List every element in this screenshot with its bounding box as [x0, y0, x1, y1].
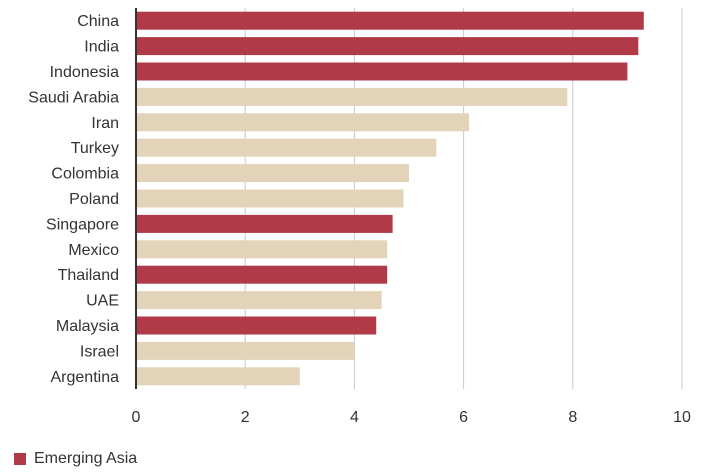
x-tick-label-0: 0 [132, 409, 141, 426]
category-label-china: China [77, 13, 119, 30]
category-label-thailand: Thailand [58, 267, 119, 284]
category-label-uae: UAE [86, 293, 119, 310]
bar-iran [136, 113, 470, 132]
bar-argentina [136, 367, 300, 386]
bar-israel [136, 341, 355, 360]
bar-saudi-arabia [136, 87, 568, 106]
legend-label-emerging-asia: Emerging Asia [34, 450, 138, 467]
x-tick-labels: 0 2 4 6 8 10 [132, 409, 691, 426]
bar-turkey [136, 138, 437, 157]
category-label-malaysia: Malaysia [56, 318, 119, 335]
legend: Emerging Asia [14, 450, 137, 468]
category-label-argentina: Argentina [51, 369, 120, 386]
x-tick-label-10: 10 [673, 409, 691, 426]
bars [136, 11, 644, 386]
category-label-turkey: Turkey [71, 140, 119, 157]
category-label-colombia: Colombia [51, 166, 119, 183]
bar-malaysia [136, 316, 377, 335]
x-tick-label-4: 4 [350, 409, 359, 426]
bar-singapore [136, 214, 393, 233]
category-label-india: India [84, 39, 119, 56]
category-label-saudi-arabia: Saudi Arabia [28, 89, 119, 106]
category-label-israel: Israel [80, 343, 119, 360]
bar-indonesia [136, 62, 628, 81]
bar-china [136, 11, 644, 30]
x-tick-label-2: 2 [241, 409, 250, 426]
category-label-poland: Poland [69, 191, 119, 208]
bar-india [136, 37, 639, 56]
category-label-iran: Iran [91, 115, 119, 132]
x-tick-label-8: 8 [568, 409, 577, 426]
bar-mexico [136, 240, 388, 259]
bar-poland [136, 189, 404, 208]
bar-thailand [136, 265, 388, 284]
category-label-singapore: Singapore [46, 216, 119, 233]
legend-swatch-emerging-asia [14, 453, 26, 465]
bar-uae [136, 291, 382, 310]
x-tick-label-6: 6 [459, 409, 468, 426]
category-label-indonesia: Indonesia [50, 64, 119, 81]
bar-colombia [136, 164, 409, 183]
category-labels: China India Indonesia Saudi Arabia Iran Turke… [28, 13, 119, 386]
category-label-mexico: Mexico [68, 242, 119, 259]
